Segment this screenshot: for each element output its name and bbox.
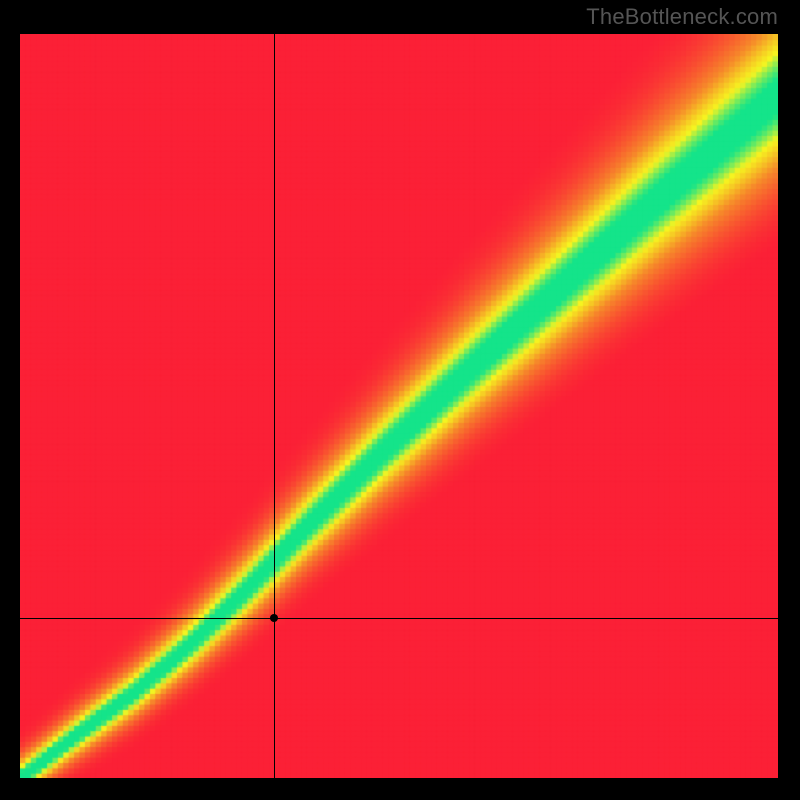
crosshair-vertical bbox=[274, 34, 275, 778]
crosshair-point bbox=[270, 614, 278, 622]
watermark-text: TheBottleneck.com bbox=[586, 4, 778, 30]
bottleneck-heatmap bbox=[20, 34, 778, 778]
crosshair-horizontal bbox=[20, 618, 778, 619]
chart-container: TheBottleneck.com bbox=[0, 0, 800, 800]
